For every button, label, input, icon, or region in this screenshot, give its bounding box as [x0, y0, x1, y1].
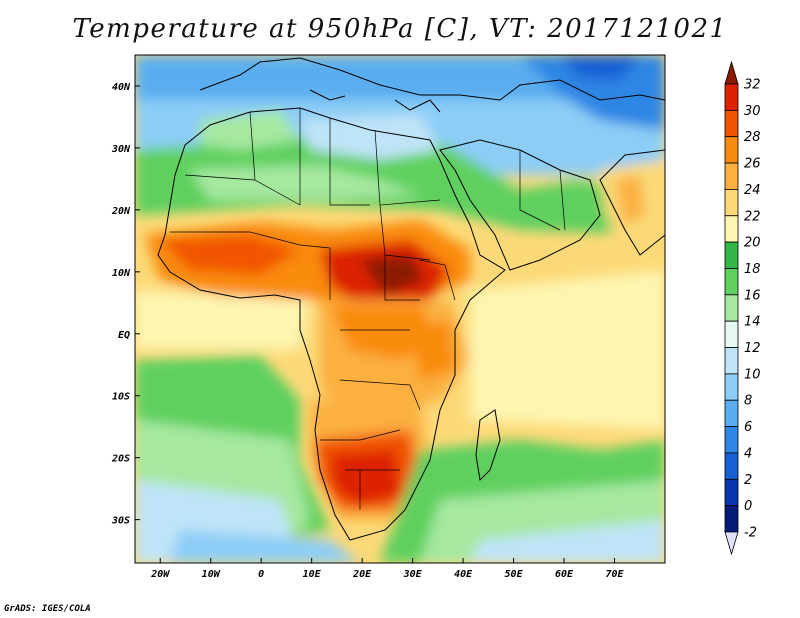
colorbar-swatch: [724, 268, 739, 296]
lon-tick-label: 40E: [454, 569, 473, 580]
map-title: Temperature at 950hPa [C], VT: 201712102…: [72, 14, 728, 44]
longitude-ticks: 20W 10W 0 10E 20E 30E 40E 50E 60E 70E: [150, 558, 625, 580]
colorbar-swatch: [724, 347, 739, 375]
lat-tick-label: 10N: [112, 268, 131, 279]
colorbar-label: 10: [744, 367, 761, 382]
colorbar-swatch: [724, 373, 739, 401]
colorbar-bottom-arrow: [724, 531, 739, 556]
colorbar-swatch: [724, 426, 739, 454]
colorbar-label: 14: [744, 315, 761, 330]
colorbar-label: 12: [744, 341, 761, 356]
lat-tick-label: 30N: [111, 144, 131, 155]
lon-tick-label: 50E: [505, 569, 524, 580]
lon-tick-label: 70E: [605, 569, 624, 580]
lat-tick-label: 20S: [111, 454, 130, 465]
temperature-field: [135, 55, 665, 563]
lat-tick-label: EQ: [118, 330, 130, 341]
colorbar-swatch: [724, 399, 739, 427]
credit-text: GrADS: IGES/COLA: [4, 604, 91, 614]
lat-tick-label: 10S: [112, 392, 130, 403]
colorbar-swatch: [724, 452, 739, 480]
colorbar-label: 26: [744, 157, 761, 172]
colorbar-label: 22: [744, 209, 761, 224]
colorbar-swatch: [724, 162, 739, 190]
colorbar-swatch: [724, 478, 739, 507]
colorbar-label: 2: [744, 473, 752, 488]
colorbar-label: 8: [744, 394, 752, 409]
colorbar-label: 32: [744, 78, 761, 93]
colorbar-swatch: [724, 320, 739, 348]
colorbar-swatch: [724, 215, 739, 243]
coastlines: [157, 57, 665, 541]
colorbar-swatch: [724, 241, 739, 269]
colorbar-swatch: [724, 189, 739, 217]
colorbar-label: 20: [744, 236, 761, 251]
colorbar-swatch: [724, 505, 739, 533]
colorbar-label: 18: [744, 262, 761, 277]
colorbar-swatch: [724, 109, 739, 138]
colorbar-label: 0: [744, 499, 752, 514]
colorbar-top-arrow: [724, 60, 739, 85]
colorbar-label: 16: [744, 288, 761, 303]
colorbar-label: 30: [744, 104, 761, 119]
colorbar-swatch: [724, 83, 739, 111]
lon-tick-label: 20E: [352, 569, 372, 580]
lat-tick-label: 20N: [111, 206, 131, 217]
colorbar-label: -2: [744, 526, 757, 541]
colorbar-label: 4: [744, 446, 752, 461]
lon-tick-label: 10W: [202, 569, 221, 580]
lat-tick-label: 40N: [112, 82, 131, 93]
plot-frame: [134, 54, 666, 564]
colorbar-label: 28: [744, 130, 761, 145]
colorbar-label: 6: [744, 420, 752, 435]
lat-tick-label: 30S: [111, 516, 130, 527]
latitude-ticks: 40N 30N 20N 10N EQ 10S 20S 30S: [111, 82, 140, 527]
colorbar-swatch: [724, 294, 739, 322]
lon-tick-label: 20W: [150, 569, 170, 580]
lon-tick-label: 30E: [403, 569, 423, 580]
colorbar-swatch: [724, 136, 739, 164]
country-borders: [170, 108, 566, 510]
lon-tick-label: 0: [258, 569, 264, 580]
colorbar-label: 24: [744, 183, 761, 198]
lon-tick-label: 60E: [555, 569, 574, 580]
lon-tick-label: 10E: [303, 569, 322, 580]
